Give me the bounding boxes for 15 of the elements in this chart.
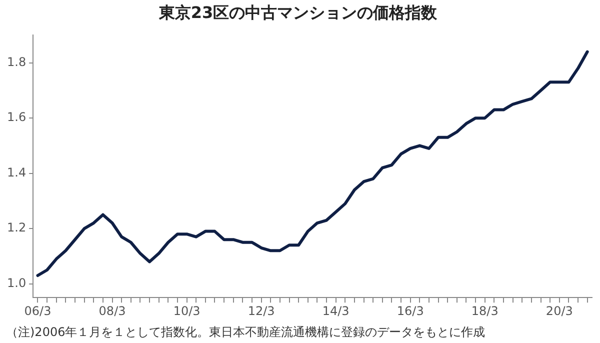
x-tick-label: 10/3 [173,304,200,318]
x-tick-label: 06/3 [24,304,52,318]
text: （注)2006年１月を１として指数化。東日本不動産流通機構に登録のデータをもとに作成 [6,325,486,340]
x-tick-label: 14/3 [322,304,350,318]
y-tick-label: 1.2 [6,220,26,235]
x-tick-label: 18/3 [471,304,498,318]
y-tick-label: 1.8 [6,54,26,69]
x-tick-label: 12/3 [248,304,275,318]
y-tick-label: 1.4 [6,165,26,180]
x-tick-label: 08/3 [98,304,126,318]
x-tick-label: 16/3 [396,304,424,318]
y-tick-label: 1.0 [6,276,26,290]
y-tick-label: 1.6 [6,110,26,124]
x-tick-label: 20/3 [546,304,573,318]
chart-title: 東京23区の中古マンションの価格指数 [158,2,438,22]
